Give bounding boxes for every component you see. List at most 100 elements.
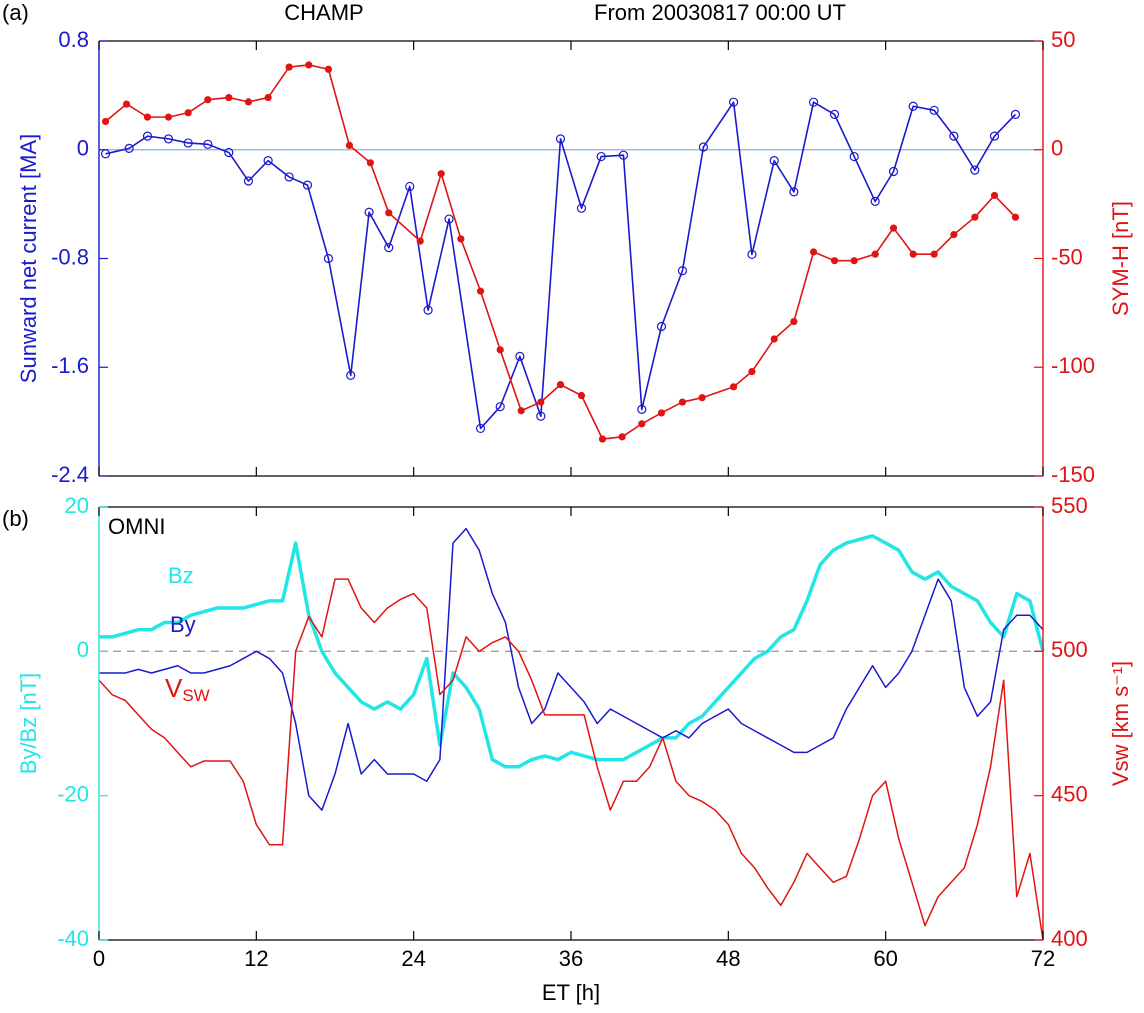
data-point: [618, 433, 626, 441]
data-point: [515, 351, 525, 361]
x-tick-label: 48: [716, 946, 740, 971]
data-point: [990, 191, 999, 200]
data-point: [285, 63, 293, 71]
data-point: [323, 253, 334, 264]
series-label: Bz: [168, 563, 194, 588]
y2-tick-label: 550: [1051, 493, 1088, 518]
data-point: [889, 224, 898, 232]
y2-axis-label: Vsw [km s⁻¹]: [1108, 661, 1133, 786]
series-line: [98, 578, 1044, 941]
data-point: [747, 249, 757, 260]
data-point: [989, 131, 1000, 141]
y-tick-label: 20: [65, 493, 89, 518]
data-point: [184, 109, 192, 117]
data-point: [423, 305, 433, 315]
data-point: [405, 181, 415, 192]
y2-tick-label: -100: [1051, 353, 1095, 378]
data-point: [871, 250, 879, 258]
data-point: [264, 93, 272, 102]
data-point: [302, 180, 313, 190]
data-point: [790, 317, 798, 326]
data-point: [729, 383, 738, 391]
data-point: [556, 381, 565, 389]
data-point: [698, 142, 709, 152]
data-point: [888, 166, 899, 177]
y2-tick-label: 450: [1051, 781, 1088, 806]
data-point: [809, 248, 818, 256]
y-tick-label: 0: [77, 637, 89, 662]
panel-label: (b): [2, 506, 29, 531]
series-label: By: [170, 612, 196, 637]
y2-tick-label: 0: [1051, 136, 1063, 161]
data-point: [384, 243, 394, 253]
data-point: [364, 207, 374, 217]
data-point: [677, 266, 688, 276]
data-point: [124, 143, 134, 153]
data-point: [457, 235, 465, 243]
data-point: [416, 237, 424, 245]
data-point: [1010, 109, 1021, 120]
y-tick-label: -40: [57, 926, 89, 951]
data-point: [203, 139, 213, 149]
data-point: [829, 109, 840, 120]
data-point: [346, 370, 356, 381]
series-line: [99, 527, 1044, 811]
annotation: OMNI: [108, 514, 165, 539]
data-point: [637, 404, 647, 414]
chart-title: CHAMP: [284, 0, 363, 25]
data-point: [1011, 213, 1020, 221]
data-point: [305, 61, 313, 69]
data-point: [284, 172, 294, 182]
y2-tick-label: 50: [1051, 27, 1075, 52]
data-point: [263, 156, 273, 166]
data-point: [638, 420, 646, 428]
data-point: [930, 250, 938, 258]
data-point: [830, 257, 839, 265]
data-point: [324, 65, 333, 73]
data-point: [244, 98, 253, 106]
x-tick-label: 12: [244, 946, 268, 971]
data-point: [183, 138, 193, 148]
data-point: [517, 407, 525, 415]
x-axis-label: ET [h]: [542, 980, 600, 1005]
data-point: [163, 134, 174, 144]
y-tick-label: -20: [57, 781, 89, 806]
data-point: [475, 423, 486, 434]
data-point: [770, 335, 778, 343]
data-point: [495, 402, 505, 412]
data-point: [101, 117, 110, 126]
data-point: [576, 203, 587, 213]
data-point: [385, 209, 393, 217]
x-tick-label: 0: [93, 946, 105, 971]
data-point: [224, 147, 234, 158]
data-point: [536, 411, 546, 421]
y-tick-label: -0.8: [51, 244, 89, 269]
series-label: VSW: [165, 673, 210, 706]
data-point: [577, 391, 586, 400]
data-point: [808, 97, 819, 107]
data-point: [555, 134, 566, 144]
data-point: [850, 257, 858, 265]
y2-tick-label: -150: [1051, 462, 1095, 487]
x-tick-label: 36: [559, 946, 583, 971]
data-point: [496, 346, 504, 354]
data-point: [748, 368, 756, 376]
chart-subtitle: From 20030817 00:00 UT: [594, 0, 846, 25]
data-point: [909, 250, 917, 258]
y-axis-label: By/Bz [nT]: [16, 673, 41, 774]
data-point: [656, 321, 667, 332]
data-point: [929, 105, 939, 115]
data-point: [698, 394, 706, 402]
x-tick-label: 60: [873, 946, 897, 971]
data-point: [970, 165, 980, 175]
data-point: [657, 409, 666, 417]
x-tick-label: 72: [1031, 946, 1055, 971]
data-point: [437, 170, 445, 178]
data-point: [769, 156, 779, 166]
y2-tick-label: -50: [1051, 244, 1083, 269]
data-point: [164, 113, 173, 121]
data-point: [122, 100, 131, 108]
data-point: [243, 176, 254, 186]
data-point: [678, 398, 687, 406]
